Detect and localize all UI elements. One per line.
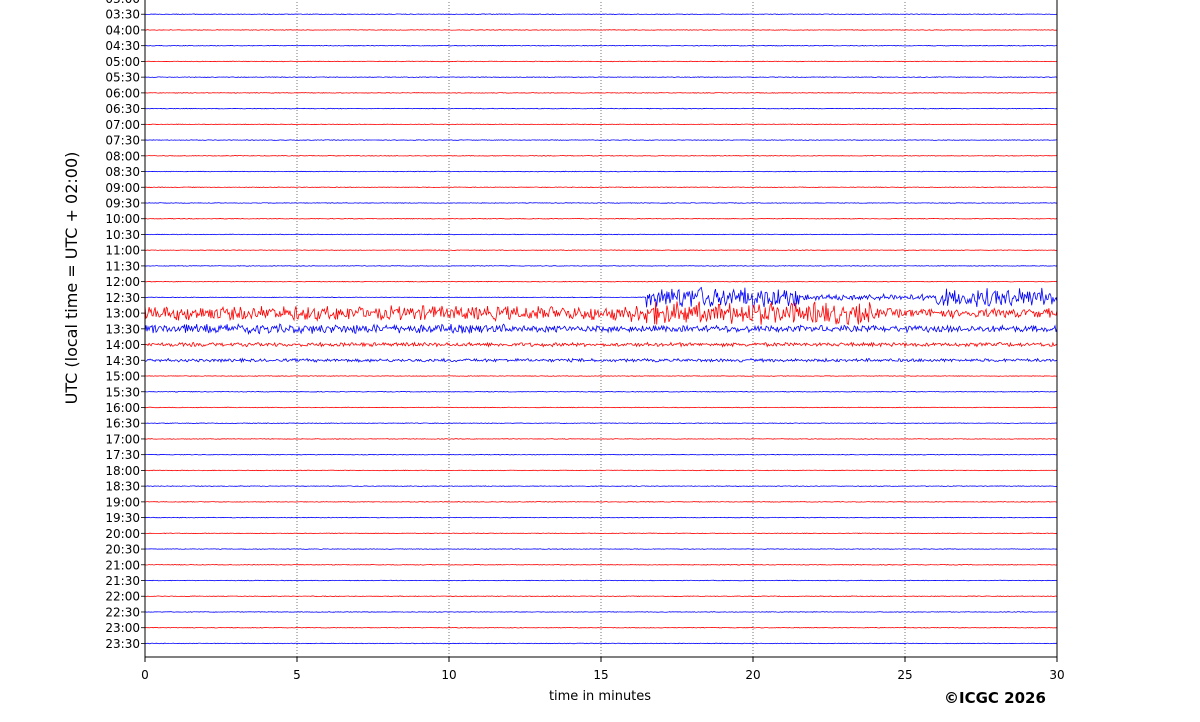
row-label-0730: 07:30 <box>105 134 140 148</box>
row-label-0600: 06:00 <box>105 86 140 100</box>
trace-2300 <box>144 626 1058 629</box>
row-label-0300: 03:00 <box>105 0 140 6</box>
row-label-1530: 15:30 <box>105 385 140 399</box>
row-label-1600: 16:00 <box>105 401 140 415</box>
row-label-0330: 03:30 <box>105 8 140 22</box>
seismogram-traces <box>144 13 1058 645</box>
row-label-0700: 07:00 <box>105 118 140 132</box>
row-label-1730: 17:30 <box>105 448 140 462</box>
row-label-1800: 18:00 <box>105 464 140 478</box>
row-label-0930: 09:30 <box>105 196 140 210</box>
trace-1400 <box>144 341 1058 348</box>
trace-1000 <box>144 217 1058 220</box>
row-label-0400: 04:00 <box>105 23 140 37</box>
grid-lines <box>296 0 906 657</box>
x-tick-label-20: 20 <box>745 668 760 682</box>
trace-2200 <box>144 595 1058 598</box>
trace-1700 <box>144 438 1058 440</box>
trace-1100 <box>144 249 1058 251</box>
trace-2130 <box>144 579 1058 582</box>
trace-1230 <box>144 286 1058 310</box>
y-axis-label: UTC (local time = UTC + 02:00) <box>62 152 81 405</box>
row-label-0900: 09:00 <box>105 181 140 195</box>
trace-1500 <box>144 375 1058 377</box>
trace-0600 <box>144 92 1058 94</box>
row-label-2300: 23:00 <box>105 621 140 635</box>
row-label-1900: 19:00 <box>105 495 140 509</box>
row-label-1830: 18:30 <box>105 480 140 494</box>
row-label-1630: 16:30 <box>105 417 140 431</box>
row-label-0500: 05:00 <box>105 55 140 69</box>
row-label-2200: 22:00 <box>105 590 140 604</box>
row-label-0630: 06:30 <box>105 102 140 116</box>
trace-1430 <box>144 357 1058 364</box>
trace-2330 <box>144 642 1058 645</box>
trace-2000 <box>144 532 1058 535</box>
trace-1630 <box>144 422 1058 424</box>
trace-1730 <box>144 453 1058 456</box>
row-label-1000: 10:00 <box>105 212 140 226</box>
trace-2030 <box>144 548 1058 550</box>
trace-1130 <box>144 265 1058 267</box>
trace-1200 <box>144 280 1058 283</box>
x-tick-label-25: 25 <box>897 668 912 682</box>
row-label-1200: 12:00 <box>105 275 140 289</box>
row-label-1100: 11:00 <box>105 244 140 258</box>
row-label-0530: 05:30 <box>105 71 140 85</box>
trace-1530 <box>144 391 1058 393</box>
trace-1800 <box>144 469 1058 472</box>
row-label-0430: 04:30 <box>105 39 140 53</box>
row-label-1330: 13:30 <box>105 322 140 336</box>
row-label-1500: 15:00 <box>105 370 140 384</box>
row-label-1930: 19:30 <box>105 511 140 525</box>
trace-1600 <box>144 406 1058 409</box>
trace-0900 <box>144 186 1058 189</box>
row-label-1700: 17:00 <box>105 432 140 446</box>
trace-0730 <box>144 139 1058 141</box>
trace-0800 <box>144 155 1058 157</box>
trace-1300 <box>144 301 1058 326</box>
trace-0530 <box>144 76 1058 78</box>
row-label-1400: 14:00 <box>105 338 140 352</box>
trace-0430 <box>144 44 1058 47</box>
copyright-text: ©ICGC 2026 <box>944 689 1046 707</box>
row-label-1030: 10:30 <box>105 228 140 242</box>
trace-1900 <box>144 501 1058 503</box>
row-label-1430: 14:30 <box>105 354 140 368</box>
x-tick-label-0: 0 <box>141 668 149 682</box>
row-label-2100: 21:00 <box>105 558 140 572</box>
trace-1930 <box>144 516 1058 519</box>
row-label-1130: 11:30 <box>105 259 140 273</box>
row-label-1300: 13:00 <box>105 307 140 321</box>
row-label-0830: 08:30 <box>105 165 140 179</box>
row-label-2030: 20:30 <box>105 543 140 557</box>
x-tick-labels: 0 5 10 15 20 25 30 <box>141 657 1065 682</box>
x-tick-label-5: 5 <box>293 668 301 682</box>
row-label-0800: 08:00 <box>105 149 140 163</box>
row-label-1230: 12:30 <box>105 291 140 305</box>
x-axis-label: time in minutes <box>549 689 651 704</box>
row-label-2130: 21:30 <box>105 574 140 588</box>
trace-0930 <box>144 202 1058 204</box>
trace-1830 <box>144 485 1058 487</box>
x-tick-label-15: 15 <box>593 668 608 682</box>
trace-0830 <box>144 170 1058 173</box>
trace-0330 <box>144 13 1058 15</box>
row-label-2000: 20:00 <box>105 527 140 541</box>
trace-2230 <box>144 611 1058 613</box>
row-label-2230: 22:30 <box>105 605 140 619</box>
x-tick-label-10: 10 <box>441 668 456 682</box>
trace-1330 <box>144 323 1058 336</box>
trace-0400 <box>144 29 1058 31</box>
trace-1030 <box>144 233 1058 236</box>
row-label-2330: 23:30 <box>105 637 140 651</box>
trace-0630 <box>144 107 1058 110</box>
x-tick-label-30: 30 <box>1049 668 1064 682</box>
trace-0500 <box>144 60 1058 63</box>
trace-0700 <box>144 123 1058 126</box>
trace-2100 <box>144 564 1058 566</box>
